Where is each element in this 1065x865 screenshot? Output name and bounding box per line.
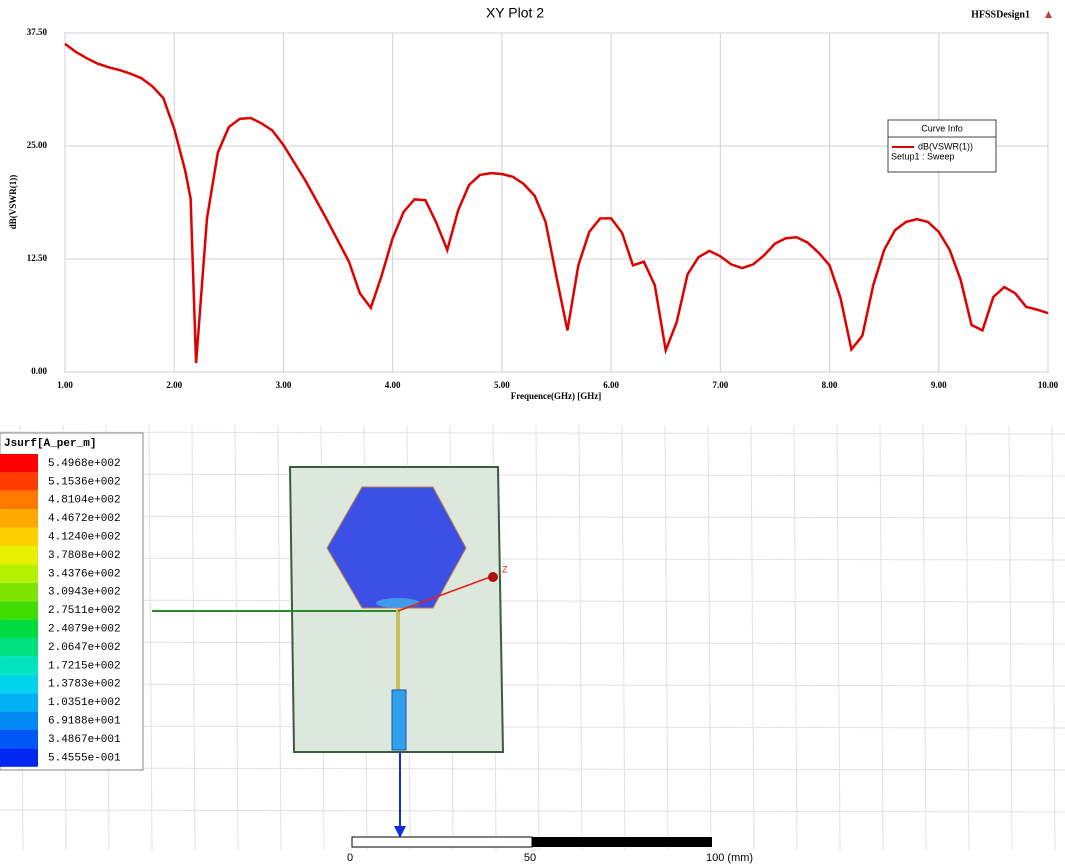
view-grid [837,425,840,850]
x-axis-label: Frequence(GHz) [GHz] [511,391,602,401]
view-grid [966,425,969,850]
legend-label: 3.7808e+002 [48,550,121,562]
chart-title: XY Plot 2 [486,5,544,21]
scale-label: 100 (mm) [706,852,753,864]
view-grid [0,558,1065,560]
patch-hotspot [376,598,420,608]
legend-swatch [0,583,38,601]
view-grid [0,642,1065,644]
view-grid [880,425,883,850]
legend-swatch [0,601,38,619]
scale-label: 0 [347,852,353,864]
axis-x-head [394,826,406,838]
view-grid [708,425,711,850]
legend-label: 3.4376e+002 [48,568,121,580]
page: Z Jsurf[A_per_m] 5.4968e+002 5.1536e+002 4.8… [0,0,1065,865]
view-grid [192,425,195,850]
legend-swatch [0,693,38,711]
legend-setup: Setup1 : Sweep [891,151,955,161]
y-axis-label: dB(VSWR(1)) [8,175,18,230]
y-tick-label: 37.50 [27,27,48,37]
legend-label: 6.9188e+001 [48,716,121,728]
legend-title: Jsurf[A_per_m] [4,438,96,450]
view-grid [0,474,1065,476]
legend-label: dB(VSWR(1)) [918,141,973,151]
x-tick-label: 9.00 [931,380,947,390]
legend-label: 2.7511e+002 [48,605,121,617]
legend-label: 2.4079e+002 [48,624,121,636]
view-grid [1009,425,1012,850]
view-grid [0,684,1065,686]
x-tick-label: 2.00 [166,380,182,390]
view-grid [0,768,1065,770]
legend-title: Curve Info [921,123,963,133]
x-tick-label: 10.00 [1038,380,1059,390]
x-tick-label: 4.00 [385,380,401,390]
curve [65,44,1048,363]
plot-frame [65,33,1048,372]
view-grid [622,425,625,850]
x-tick-label: 8.00 [822,380,838,390]
view-grid [0,432,1065,434]
scale-bar-white [352,837,532,847]
legend-swatch [0,675,38,693]
legend-swatch [0,454,38,472]
x-tick-label: 1.00 [57,380,73,390]
view-grid [235,425,238,850]
legend-label: 1.7215e+002 [48,660,121,672]
feed-line [396,608,400,690]
y-tick-label: 0.00 [31,366,47,376]
legend-label: 4.4672e+002 [48,513,121,525]
axis-origin [488,572,498,582]
view-grid [751,425,754,850]
view-grid [0,600,1065,602]
legend-swatch [0,748,38,766]
x-tick-label: 3.00 [276,380,292,390]
view-grid [149,425,152,850]
design-name: HFSSDesign1 [971,9,1030,20]
x-tick-label: 6.00 [603,380,619,390]
legend-swatch [0,656,38,674]
scale-label: 50 [524,852,536,864]
legend-swatch [0,546,38,564]
field-view: Z Jsurf[A_per_m] 5.4968e+002 5.1536e+002 4.8… [0,425,1065,864]
legend-label: 2.0647e+002 [48,642,121,654]
legend-label: 5.4968e+002 [48,458,121,470]
x-tick-label: 5.00 [494,380,510,390]
view-grid [0,516,1065,518]
legend-swatch [0,528,38,546]
view-grid [579,425,582,850]
scale-bar-black [532,837,712,847]
view-grid [923,425,926,850]
axis-label: Z [502,564,508,574]
view-grid [794,425,797,850]
port [392,690,406,750]
view-grid [0,810,1065,812]
view-grid [0,726,1065,728]
legend-label: 3.0943e+002 [48,587,121,599]
view-grid [665,425,668,850]
legend-label: 5.1536e+002 [48,476,121,488]
legend-label: 4.1240e+002 [48,532,121,544]
legend-swatch [0,620,38,638]
logo-icon [1045,11,1052,18]
legend-swatch [0,730,38,748]
legend-swatch [0,509,38,527]
legend-swatch [0,472,38,490]
view-grid [278,425,281,850]
legend-label: 5.4555e-001 [48,752,121,764]
legend-swatch [0,638,38,656]
y-tick-label: 12.50 [27,253,48,263]
legend-swatch [0,712,38,730]
y-tick-label: 25.00 [27,140,48,150]
legend-swatch [0,491,38,509]
legend-label: 3.4867e+001 [48,734,121,746]
view-grid [1052,425,1055,850]
view-grid [536,425,539,850]
x-tick-label: 7.00 [712,380,728,390]
legend-label: 4.8104e+002 [48,495,121,507]
legend-swatch [0,564,38,582]
legend-label: 1.0351e+002 [48,697,121,709]
legend-label: 1.3783e+002 [48,679,121,691]
